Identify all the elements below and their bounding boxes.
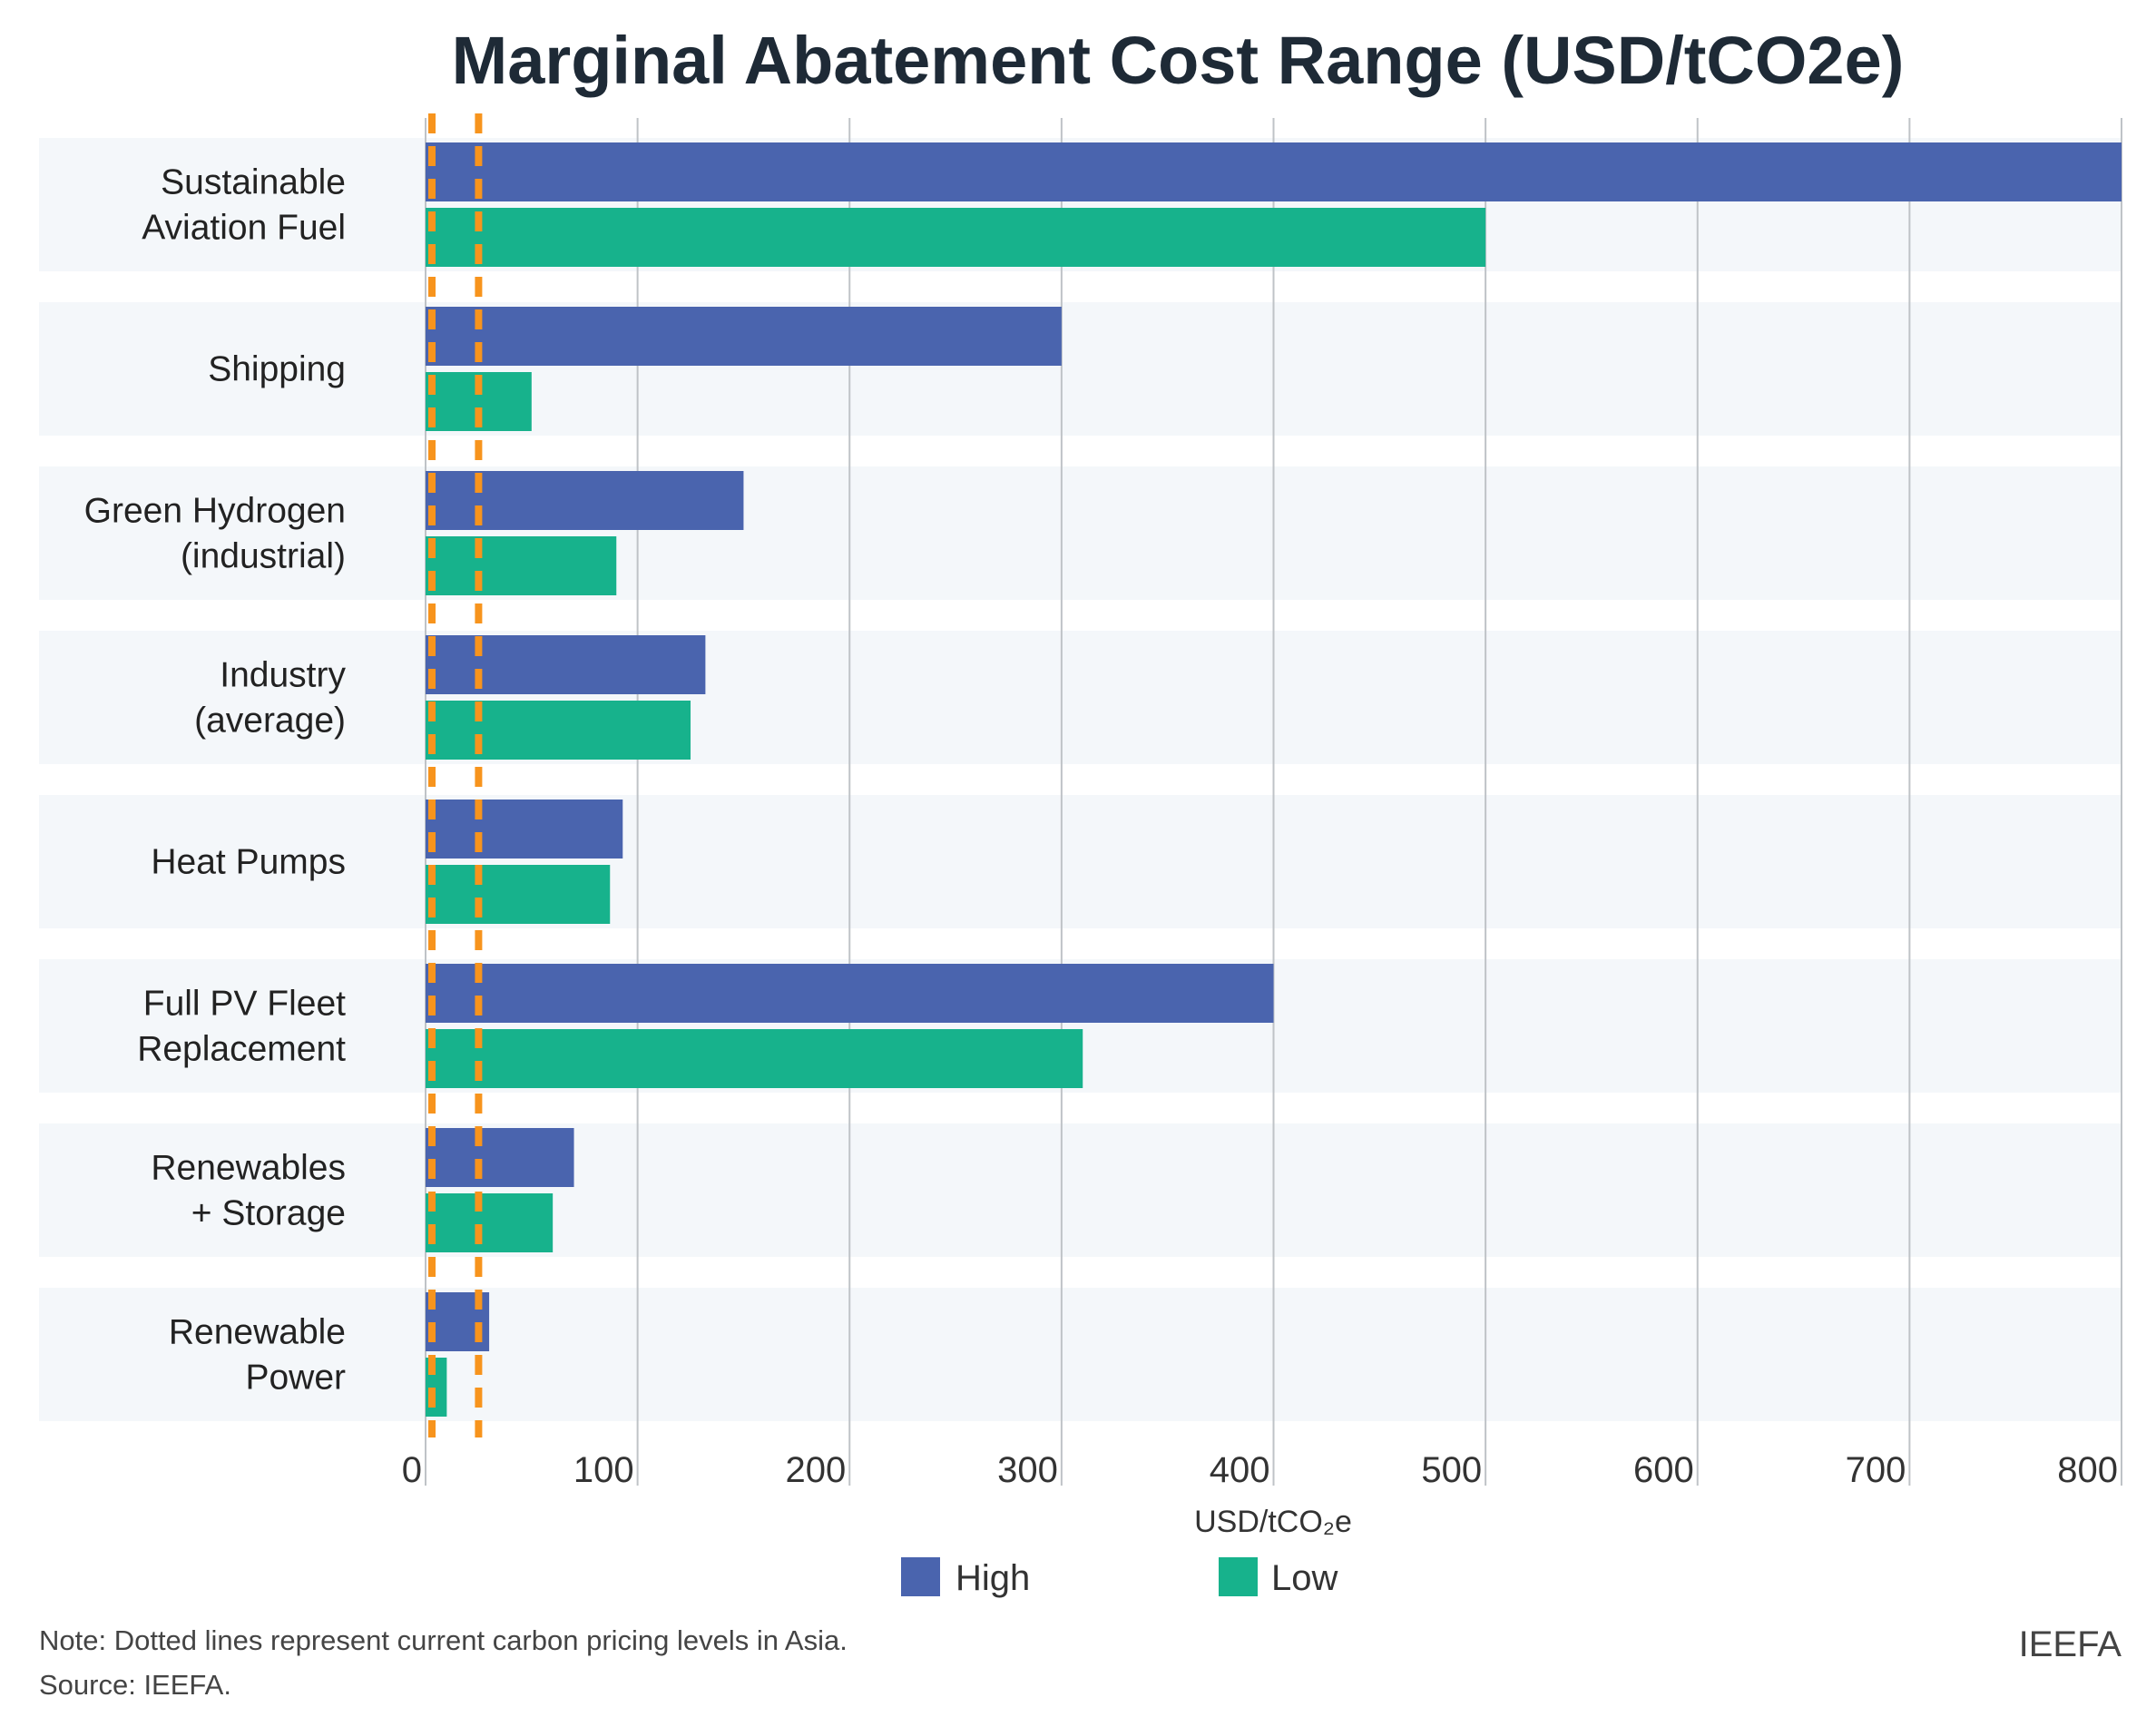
bar-high [426,964,1274,1023]
bar-high [426,307,1062,366]
legend-swatch-low [1219,1557,1258,1596]
category-label: + Storage [191,1194,346,1233]
category-label: Full PV Fleet [143,985,346,1024]
bar-high [426,142,2122,201]
bar-high [426,471,744,530]
category-label: Renewables [151,1149,346,1188]
chart-title: Marginal Abatement Cost Range (USD/tCO2e… [452,23,1905,98]
bar-low [426,701,691,760]
category-band [39,1123,2122,1257]
x-tick-label: 800 [2057,1450,2118,1490]
bar-low [426,536,617,595]
category-band [39,302,2122,436]
category-label: Replacement [137,1030,346,1069]
category-label: Industry [220,656,346,695]
category-band [39,631,2122,764]
bar-high [426,635,706,694]
category-label: Power [245,1359,346,1398]
x-tick-label: 300 [997,1450,1058,1490]
x-tick-label: 0 [402,1450,422,1490]
x-tick-label: 100 [573,1450,634,1490]
source: Source: IEEFA. [39,1669,231,1701]
category-label: Heat Pumps [151,843,346,882]
category-band [39,795,2122,928]
x-tick-label: 700 [1846,1450,1906,1490]
category-label: Green Hydrogen [84,492,346,531]
legend: High Low [901,1557,1338,1598]
category-label: Shipping [208,350,346,389]
x-tick-label: 200 [786,1450,847,1490]
bar-low [426,1193,554,1252]
category-label: (industrial) [181,537,346,576]
category-band [39,466,2122,600]
bar-low [426,865,611,924]
x-tick-label: 500 [1421,1450,1482,1490]
bar-high [426,1128,574,1187]
note: Note: Dotted lines represent current car… [39,1624,848,1656]
category-label: Sustainable [161,163,346,202]
x-tick-label: 400 [1210,1450,1270,1490]
bar-low [426,1029,1083,1088]
legend-swatch-high [901,1557,940,1596]
category-label: Aviation Fuel [142,209,346,248]
legend-label-low: Low [1271,1558,1338,1598]
bar-low [426,208,1486,267]
category-label: (average) [194,702,346,741]
bar-high [426,800,623,858]
category-label: Renewable [169,1313,346,1352]
brand-logo: IEEFA [2019,1624,2122,1664]
x-axis-label: USD/tCO₂e [1194,1505,1352,1539]
category-band [39,1288,2122,1421]
legend-label-high: High [956,1558,1030,1598]
x-tick-label: 600 [1633,1450,1694,1490]
